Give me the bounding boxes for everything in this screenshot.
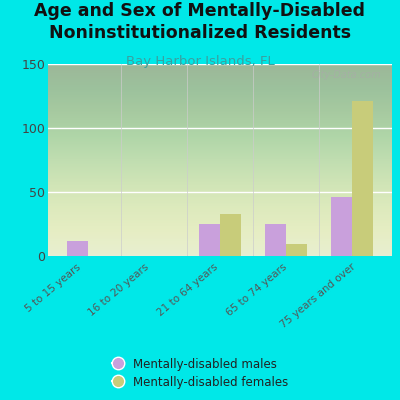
Bar — [352, 101, 374, 256]
Text: City-Data.com: City-Data.com — [312, 70, 382, 80]
Text: 65 to 74 years: 65 to 74 years — [224, 262, 289, 318]
Text: Age and Sex of Mentally-Disabled
Noninstitutionalized Residents: Age and Sex of Mentally-Disabled Noninst… — [34, 2, 366, 42]
Bar — [66, 241, 88, 256]
Text: Bay Harbor Islands, FL: Bay Harbor Islands, FL — [126, 55, 274, 68]
Bar — [199, 224, 220, 256]
Bar — [220, 214, 241, 256]
Text: 75 years and over: 75 years and over — [279, 262, 358, 330]
Legend: Mentally-disabled males, Mentally-disabled females: Mentally-disabled males, Mentally-disabl… — [108, 354, 292, 392]
Text: 16 to 20 years: 16 to 20 years — [87, 262, 151, 318]
Text: 21 to 64 years: 21 to 64 years — [156, 262, 220, 318]
Text: 5 to 15 years: 5 to 15 years — [23, 262, 82, 314]
Bar — [331, 197, 352, 256]
Bar — [286, 244, 307, 256]
Bar — [265, 224, 286, 256]
